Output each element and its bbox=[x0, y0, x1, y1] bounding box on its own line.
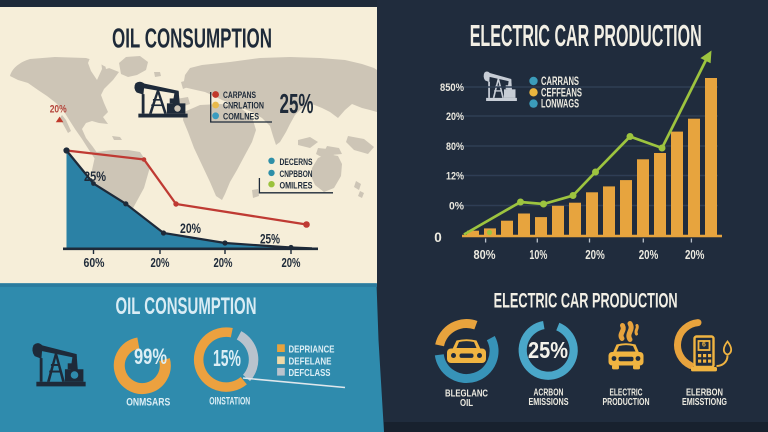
svg-text:20%: 20% bbox=[585, 248, 605, 262]
svg-text:20%: 20% bbox=[50, 104, 67, 116]
svg-text:OMILRES: OMILRES bbox=[280, 180, 313, 191]
svg-text:25%: 25% bbox=[260, 230, 280, 246]
svg-text:15%: 15% bbox=[213, 345, 241, 371]
svg-text:80%: 80% bbox=[446, 141, 464, 153]
svg-text:CARPANS: CARPANS bbox=[223, 90, 256, 101]
svg-text:PRODUCTION: PRODUCTION bbox=[603, 397, 650, 408]
svg-text:CARRANS: CARRANS bbox=[541, 76, 579, 88]
svg-text:OIL: OIL bbox=[460, 398, 473, 409]
svg-text:OINSTATION: OINSTATION bbox=[209, 396, 250, 408]
svg-text:20%: 20% bbox=[282, 256, 301, 270]
svg-text:CEFFEANS: CEFFEANS bbox=[541, 87, 582, 99]
svg-text:10%: 10% bbox=[529, 248, 547, 262]
svg-text:ACRBON: ACRBON bbox=[534, 388, 564, 399]
svg-text:EMISSTIONG: EMISSTIONG bbox=[682, 397, 727, 408]
svg-text:BLEGLANC: BLEGLANC bbox=[445, 389, 488, 400]
svg-text:CNPBBON: CNPBBON bbox=[280, 169, 313, 180]
svg-text:20%: 20% bbox=[446, 111, 464, 123]
svg-text:0%: 0% bbox=[449, 201, 464, 213]
svg-text:DEFCLASS: DEFCLASS bbox=[289, 367, 331, 379]
svg-text:DEPRIANCE: DEPRIANCE bbox=[289, 344, 335, 356]
svg-text:ELERBON: ELERBON bbox=[686, 388, 723, 399]
svg-text:20%: 20% bbox=[685, 248, 705, 262]
svg-text:CNRLATION: CNRLATION bbox=[223, 101, 264, 112]
svg-text:25%: 25% bbox=[84, 168, 106, 184]
svg-text:20%: 20% bbox=[151, 256, 170, 270]
svg-text:ELECTRIC CAR PRODUCTION: ELECTRIC CAR PRODUCTION bbox=[494, 288, 678, 312]
svg-text:25%: 25% bbox=[528, 337, 568, 363]
svg-text:ONMSARS: ONMSARS bbox=[126, 397, 170, 409]
svg-text:LONWAGS: LONWAGS bbox=[541, 99, 579, 111]
svg-text:20%: 20% bbox=[214, 256, 233, 270]
svg-text:ELECTRIC: ELECTRIC bbox=[610, 388, 643, 399]
svg-text:850%: 850% bbox=[440, 82, 464, 94]
svg-text:99%: 99% bbox=[134, 344, 167, 369]
svg-text:6: 6 bbox=[702, 342, 706, 349]
svg-text:OIL CONSUMPTION: OIL CONSUMPTION bbox=[116, 293, 257, 320]
svg-text:OIL CONSUMPTION: OIL CONSUMPTION bbox=[112, 23, 272, 54]
svg-text:COMLNES: COMLNES bbox=[223, 111, 259, 122]
svg-text:DECERNS: DECERNS bbox=[280, 157, 313, 168]
svg-text:0: 0 bbox=[434, 230, 442, 245]
svg-text:DEFELANE: DEFELANE bbox=[289, 355, 332, 367]
svg-text:20%: 20% bbox=[180, 220, 201, 236]
svg-text:20%: 20% bbox=[639, 248, 659, 262]
svg-text:ELECTRIC CAR PRODUCTION: ELECTRIC CAR PRODUCTION bbox=[470, 18, 702, 53]
svg-text:EMISSIONS: EMISSIONS bbox=[529, 397, 569, 408]
svg-text:60%: 60% bbox=[84, 256, 105, 270]
svg-text:80%: 80% bbox=[474, 248, 496, 262]
svg-text:25%: 25% bbox=[280, 88, 314, 119]
svg-text:12%: 12% bbox=[446, 171, 464, 183]
